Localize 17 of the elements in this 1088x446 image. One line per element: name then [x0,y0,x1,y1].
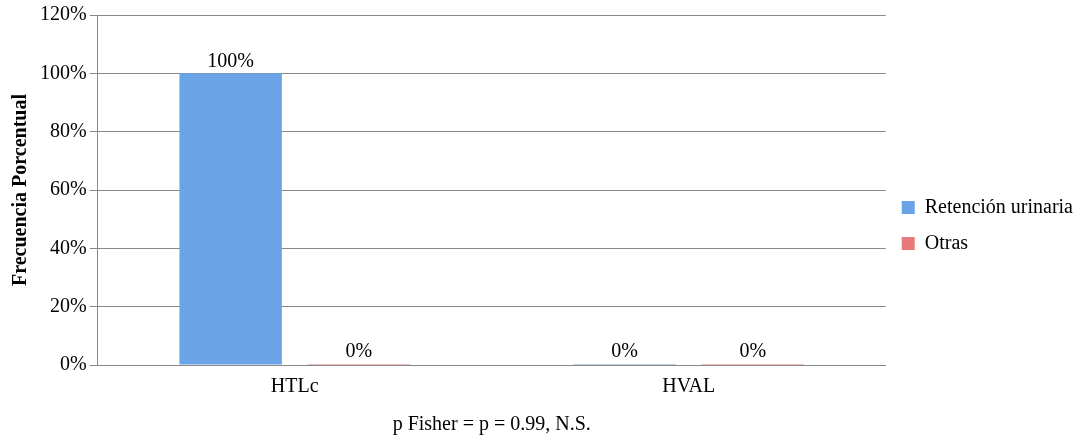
x-axis-title: p Fisher = p = 0.99, N.S. [392,412,591,436]
y-tick-label: 20% [49,293,87,316]
y-tick-label: 60% [49,177,87,200]
data-label: 0% [611,339,639,362]
y-tick-label: 40% [49,235,87,258]
data-label: 100% [207,48,254,71]
y-tick-label: 0% [59,352,87,375]
y-tick-label: 80% [49,118,87,141]
y-tick-label: 120% [39,2,87,25]
data-label: 0% [345,339,373,362]
legend-label: Retención urinaria [924,194,1074,217]
x-tick-label: HTLc [270,374,319,397]
y-tick-label: 100% [39,60,87,83]
x-tick-label: HVAL [662,374,716,397]
legend-label: Otras [924,230,969,253]
y-axis-title: Frecuencia Porcentual [8,93,31,286]
data-label: 0% [739,339,767,362]
